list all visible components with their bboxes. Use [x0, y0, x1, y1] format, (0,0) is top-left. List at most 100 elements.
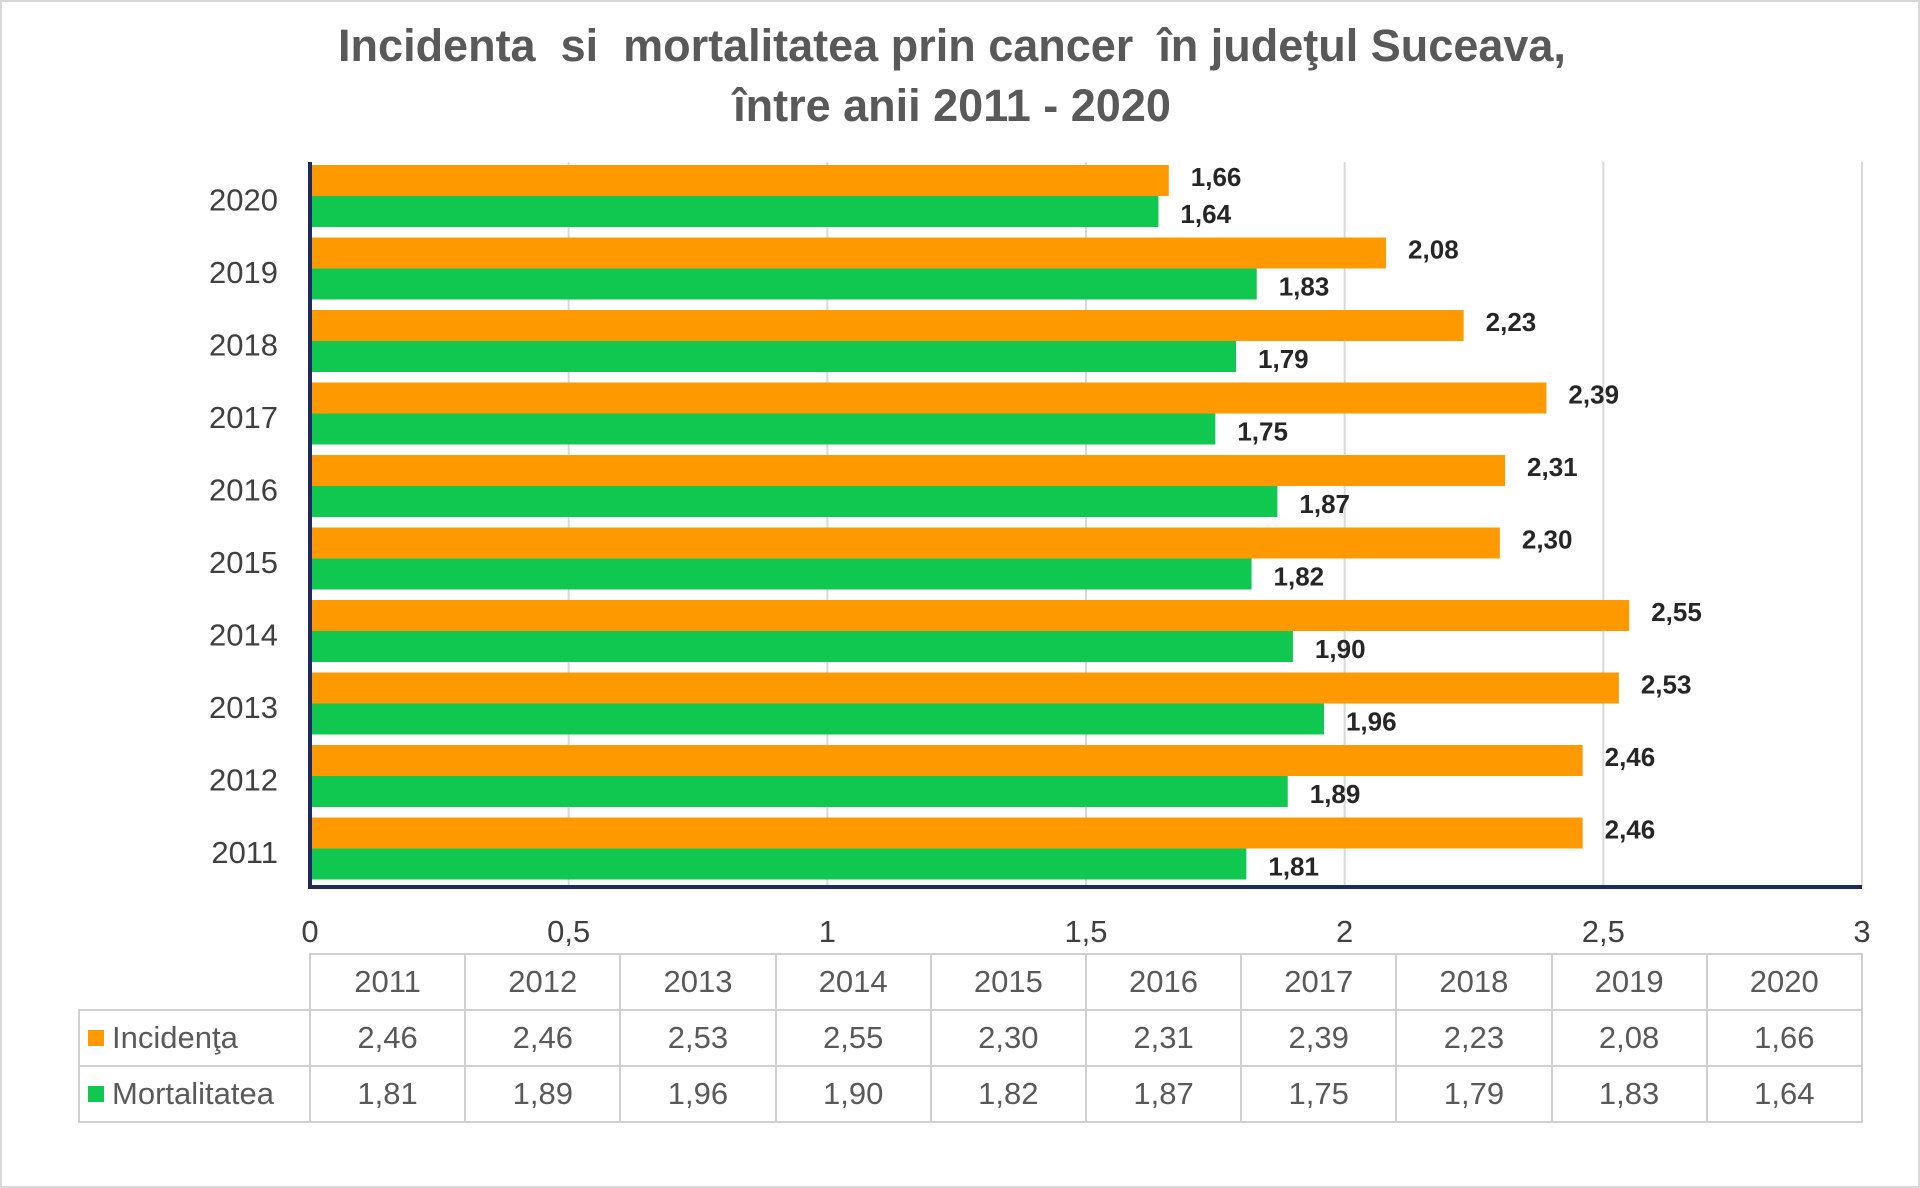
- data-table-year-header: 2020: [1705, 953, 1863, 1011]
- data-table-year-header: 2012: [464, 953, 622, 1011]
- category-label: 2014: [209, 617, 278, 652]
- incidence-bar: [310, 745, 1583, 776]
- data-table: 2011 2012 2013 2014 2015 2016 2017 2018 2019 2020…: [78, 953, 1863, 1123]
- category-label: 2015: [209, 545, 278, 580]
- incidence-bar: [310, 165, 1169, 196]
- data-table-year-header: 2018: [1395, 953, 1553, 1011]
- data-label: 1,89: [1310, 779, 1361, 809]
- mortality-bar: [310, 268, 1257, 300]
- data-table-cell: 2,08: [1550, 1009, 1708, 1067]
- data-table-cell: 2,23: [1395, 1009, 1553, 1067]
- legend-label: Incidenţa: [112, 1020, 238, 1055]
- category-label: 2012: [209, 762, 278, 797]
- data-table-year-header: 2015: [929, 953, 1087, 1011]
- x-tick-label: 3: [1853, 914, 1870, 949]
- data-table-year-header: 2017: [1240, 953, 1398, 1011]
- data-table-cell: 1,81: [308, 1065, 467, 1123]
- data-table-cell: 1,87: [1084, 1065, 1243, 1123]
- mortality-bar: [310, 558, 1252, 590]
- category-label: 2018: [209, 327, 278, 362]
- data-label: 2,46: [1605, 815, 1656, 845]
- incidence-bar: [310, 382, 1547, 414]
- data-label: 2,23: [1486, 307, 1537, 337]
- category-label: 2020: [209, 182, 278, 217]
- mortality-bar: [310, 413, 1216, 445]
- data-label: 2,53: [1641, 670, 1692, 700]
- legend-entry: Incidenţa: [78, 1009, 311, 1067]
- x-tick-label: 2: [1336, 914, 1353, 949]
- data-table-row: Mortalitatea 1,81 1,89 1,96 1,90 1,82 1,87 1,75…: [78, 1065, 1863, 1123]
- data-table-cell: 1,89: [464, 1065, 622, 1123]
- data-label: 2,08: [1408, 235, 1459, 265]
- data-label: 1,81: [1268, 852, 1319, 882]
- data-label: 2,30: [1522, 525, 1573, 555]
- data-table-year-header: 2014: [774, 953, 932, 1011]
- incidence-bar: [310, 455, 1506, 486]
- data-table-cell: 2,53: [619, 1009, 777, 1067]
- data-table-cell: 2,46: [308, 1009, 467, 1067]
- mortality-bar: [310, 341, 1237, 372]
- category-label: 2013: [209, 690, 278, 725]
- data-table-year-header: 2011: [308, 953, 467, 1011]
- data-label: 2,55: [1651, 597, 1702, 627]
- data-table-cell: 1,64: [1705, 1065, 1863, 1123]
- category-label: 2017: [209, 400, 278, 435]
- data-table-cell: 1,90: [774, 1065, 932, 1123]
- data-table-cell: 2,46: [464, 1009, 622, 1067]
- data-label: 1,79: [1258, 344, 1309, 374]
- data-table-cell: 2,31: [1084, 1009, 1243, 1067]
- incidence-bar: [310, 527, 1500, 559]
- legend-swatch: [88, 1030, 104, 1046]
- data-table-header-row: 2011 2012 2013 2014 2015 2016 2017 2018 2019 2020: [79, 953, 1863, 1011]
- mortality-bar: [310, 196, 1159, 227]
- data-table-cell: 1,83: [1550, 1065, 1708, 1123]
- incidence-bar: [310, 672, 1619, 704]
- data-label: 1,82: [1274, 562, 1325, 592]
- chart-title-line-2: între anii 2011 - 2020: [733, 80, 1171, 131]
- data-table-year-header: 2016: [1084, 953, 1243, 1011]
- data-label: 1,83: [1279, 272, 1330, 302]
- x-tick-label: 0: [301, 914, 318, 949]
- x-tick-label: 0,5: [547, 914, 590, 949]
- data-label: 1,90: [1315, 634, 1366, 664]
- data-table-body: Incidenţa 2,46 2,46 2,53 2,55 2,30 2,31 2,39 2,2…: [78, 1009, 1863, 1123]
- data-label: 2,39: [1568, 380, 1619, 410]
- data-label: 2,46: [1605, 742, 1656, 772]
- x-tick-label: 1: [819, 914, 836, 949]
- x-tick-label: 1,5: [1064, 914, 1107, 949]
- legend-swatch: [88, 1086, 104, 1102]
- data-table-row: Incidenţa 2,46 2,46 2,53 2,55 2,30 2,31 2,39 2,2…: [78, 1009, 1863, 1067]
- mortality-bar: [310, 486, 1278, 517]
- data-table-cell: 1,75: [1240, 1065, 1398, 1123]
- data-table-year-header: 2019: [1550, 953, 1708, 1011]
- data-table-cell: 1,96: [619, 1065, 777, 1123]
- mortality-bar: [310, 848, 1247, 880]
- data-label: 1,66: [1191, 162, 1242, 192]
- mortality-bar: [310, 776, 1288, 807]
- data-label: 1,96: [1346, 707, 1397, 737]
- mortality-bar: [310, 703, 1324, 735]
- data-label: 2,31: [1527, 452, 1578, 482]
- data-table-year-header: 2013: [619, 953, 777, 1011]
- data-table-cell: 2,30: [929, 1009, 1087, 1067]
- legend-entry: Mortalitatea: [78, 1065, 311, 1123]
- data-label: 1,64: [1180, 199, 1231, 229]
- incidence-bar: [310, 310, 1464, 341]
- data-table-cell: 1,82: [929, 1065, 1087, 1123]
- data-table-cell: 2,39: [1240, 1009, 1398, 1067]
- data-table-corner: [79, 954, 311, 1011]
- incidence-bar: [310, 237, 1387, 269]
- category-label: 2011: [211, 835, 278, 870]
- data-label: 1,75: [1237, 417, 1288, 447]
- x-tick-label: 2,5: [1582, 914, 1625, 949]
- chart-title: Incidenta si mortalitatea prin cancer în…: [2, 16, 1902, 136]
- data-table-cell: 1,79: [1395, 1065, 1553, 1123]
- legend-label: Mortalitatea: [112, 1076, 274, 1111]
- chart-title-line-1: Incidenta si mortalitatea prin cancer în…: [338, 20, 1566, 71]
- data-table-cell: 1,66: [1705, 1009, 1863, 1067]
- category-label: 2019: [209, 255, 278, 290]
- data-label: 1,87: [1299, 489, 1350, 519]
- mortality-bar: [310, 631, 1293, 662]
